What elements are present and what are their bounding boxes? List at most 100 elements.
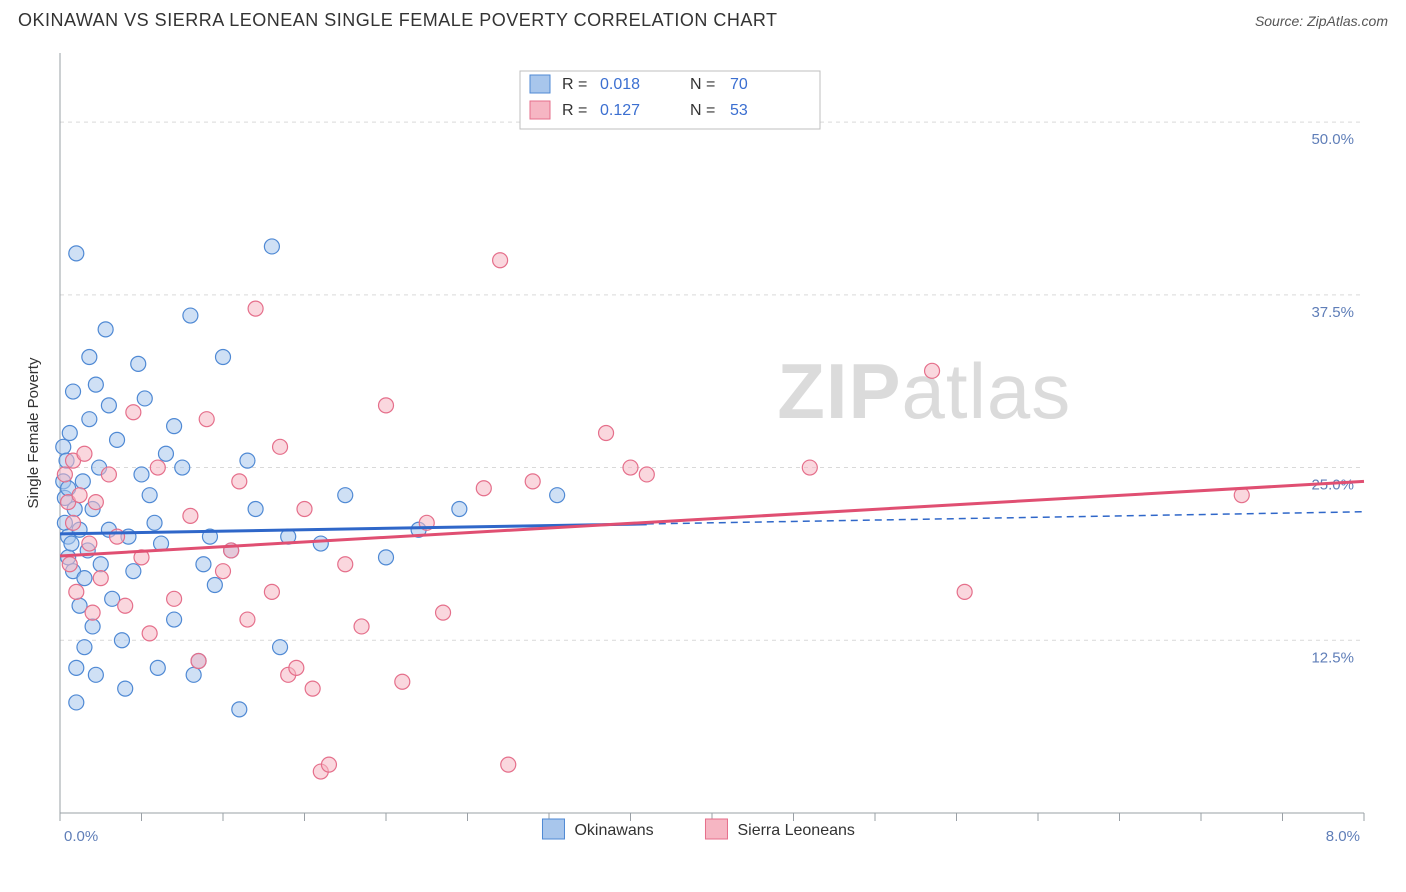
scatter-point bbox=[93, 571, 108, 586]
legend-swatch bbox=[705, 819, 727, 839]
svg-text:Single Female Poverty: Single Female Poverty bbox=[25, 357, 42, 508]
chart-container: 12.5%25.0%37.5%50.0%ZIPatlas0.0%8.0%Sing… bbox=[18, 37, 1388, 857]
scatter-point bbox=[338, 488, 353, 503]
scatter-point bbox=[158, 446, 173, 461]
scatter-point bbox=[101, 398, 116, 413]
scatter-point bbox=[240, 453, 255, 468]
correlation-scatter-chart: 12.5%25.0%37.5%50.0%ZIPatlas0.0%8.0%Sing… bbox=[18, 37, 1388, 857]
scatter-point bbox=[72, 488, 87, 503]
scatter-point bbox=[183, 508, 198, 523]
scatter-point bbox=[452, 502, 467, 517]
scatter-point bbox=[147, 515, 162, 530]
chart-title: OKINAWAN VS SIERRA LEONEAN SINGLE FEMALE… bbox=[18, 10, 778, 31]
scatter-point bbox=[57, 467, 72, 482]
scatter-point bbox=[599, 426, 614, 441]
legend-r-label: R = bbox=[562, 76, 587, 93]
scatter-point bbox=[199, 412, 214, 427]
scatter-point bbox=[639, 467, 654, 482]
scatter-point bbox=[623, 460, 638, 475]
scatter-point bbox=[167, 591, 182, 606]
scatter-point bbox=[77, 571, 92, 586]
scatter-point bbox=[167, 419, 182, 434]
scatter-point bbox=[137, 391, 152, 406]
scatter-point bbox=[110, 432, 125, 447]
scatter-point bbox=[56, 439, 71, 454]
scatter-point bbox=[232, 474, 247, 489]
svg-text:50.0%: 50.0% bbox=[1311, 131, 1354, 148]
scatter-point bbox=[69, 695, 84, 710]
scatter-point bbox=[134, 467, 149, 482]
scatter-point bbox=[114, 633, 129, 648]
scatter-point bbox=[118, 598, 133, 613]
scatter-point bbox=[101, 467, 116, 482]
scatter-point bbox=[925, 363, 940, 378]
svg-text:8.0%: 8.0% bbox=[1326, 828, 1360, 845]
scatter-point bbox=[297, 502, 312, 517]
legend-series-label: Okinawans bbox=[574, 822, 653, 839]
scatter-point bbox=[69, 584, 84, 599]
scatter-point bbox=[69, 246, 84, 261]
scatter-point bbox=[957, 584, 972, 599]
scatter-point bbox=[313, 536, 328, 551]
scatter-point bbox=[150, 660, 165, 675]
scatter-point bbox=[88, 377, 103, 392]
scatter-point bbox=[69, 660, 84, 675]
legend-r-value: 0.127 bbox=[600, 102, 640, 119]
scatter-point bbox=[240, 612, 255, 627]
scatter-point bbox=[64, 536, 79, 551]
scatter-point bbox=[264, 239, 279, 254]
scatter-point bbox=[525, 474, 540, 489]
scatter-point bbox=[85, 619, 100, 634]
scatter-point bbox=[216, 564, 231, 579]
scatter-point bbox=[183, 308, 198, 323]
scatter-point bbox=[248, 502, 263, 517]
scatter-point bbox=[379, 550, 394, 565]
scatter-point bbox=[476, 481, 491, 496]
scatter-point bbox=[802, 460, 817, 475]
legend-series-label: Sierra Leoneans bbox=[737, 822, 854, 839]
scatter-point bbox=[98, 322, 113, 337]
scatter-point bbox=[82, 536, 97, 551]
scatter-point bbox=[118, 681, 133, 696]
scatter-point bbox=[196, 557, 211, 572]
source-name: ZipAtlas.com bbox=[1307, 13, 1388, 29]
scatter-point bbox=[338, 557, 353, 572]
scatter-point bbox=[264, 584, 279, 599]
scatter-point bbox=[354, 619, 369, 634]
legend-n-value: 70 bbox=[730, 76, 748, 93]
legend-n-label: N = bbox=[690, 76, 715, 93]
legend-n-label: N = bbox=[690, 102, 715, 119]
scatter-point bbox=[77, 446, 92, 461]
legend-swatch bbox=[530, 75, 550, 93]
scatter-point bbox=[167, 612, 182, 627]
scatter-point bbox=[216, 350, 231, 365]
legend-r-value: 0.018 bbox=[600, 76, 640, 93]
scatter-point bbox=[550, 488, 565, 503]
scatter-point bbox=[379, 398, 394, 413]
scatter-point bbox=[66, 515, 81, 530]
scatter-point bbox=[232, 702, 247, 717]
legend-n-value: 53 bbox=[730, 102, 748, 119]
legend-r-label: R = bbox=[562, 102, 587, 119]
scatter-point bbox=[126, 405, 141, 420]
scatter-point bbox=[88, 495, 103, 510]
scatter-point bbox=[77, 640, 92, 655]
scatter-point bbox=[273, 439, 288, 454]
legend-swatch bbox=[542, 819, 564, 839]
scatter-point bbox=[62, 426, 77, 441]
scatter-point bbox=[142, 488, 157, 503]
scatter-point bbox=[85, 605, 100, 620]
svg-text:0.0%: 0.0% bbox=[64, 828, 98, 845]
scatter-point bbox=[248, 301, 263, 316]
source-prefix: Source: bbox=[1255, 13, 1307, 29]
scatter-point bbox=[186, 667, 201, 682]
scatter-point bbox=[175, 460, 190, 475]
chart-source: Source: ZipAtlas.com bbox=[1255, 13, 1388, 29]
scatter-point bbox=[273, 640, 288, 655]
scatter-point bbox=[150, 460, 165, 475]
scatter-point bbox=[126, 564, 141, 579]
scatter-point bbox=[142, 626, 157, 641]
scatter-point bbox=[131, 356, 146, 371]
scatter-point bbox=[75, 474, 90, 489]
svg-text:ZIPatlas: ZIPatlas bbox=[777, 347, 1071, 435]
